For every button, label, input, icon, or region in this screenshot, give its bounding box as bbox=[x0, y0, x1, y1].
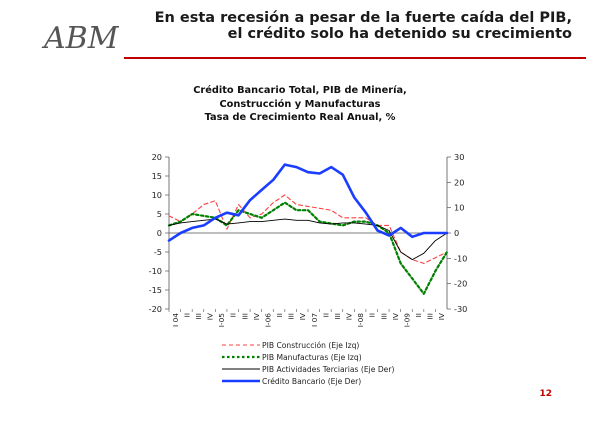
series-line-2 bbox=[168, 218, 448, 261]
legend-label: PIB Construcción (Eje Izq) bbox=[262, 341, 359, 350]
x-tick-label: III bbox=[240, 313, 249, 320]
slide-title-line-2: el crédito solo ha detenido su crecimien… bbox=[227, 26, 572, 42]
series-line-0 bbox=[168, 194, 448, 264]
y-left-tick-label: 0 bbox=[157, 228, 162, 238]
x-tick-label: III bbox=[194, 313, 203, 320]
legend-label: PIB Actividades Terciarias (Eje Der) bbox=[262, 365, 394, 374]
x-tick-label: I-05 bbox=[217, 313, 226, 328]
x-tick-label: I 04 bbox=[171, 313, 180, 327]
title-divider bbox=[124, 57, 586, 59]
series-line-3 bbox=[167, 163, 449, 242]
y-right-tick-label: -30 bbox=[454, 304, 467, 314]
x-tick-label: II bbox=[229, 313, 238, 317]
y-right-tick-label: 20 bbox=[454, 177, 464, 187]
chart-title: Crédito Bancario Total, PIB de Minería, … bbox=[0, 84, 600, 125]
y-left-tick-label: 5 bbox=[157, 209, 162, 219]
x-tick-label: I 07 bbox=[310, 313, 319, 327]
x-tick-label: III bbox=[287, 313, 296, 320]
y-left-tick-label: -15 bbox=[149, 285, 162, 295]
x-tick-label: I-09 bbox=[402, 313, 411, 328]
chart-title-line-3: Tasa de Crecimiento Real Anual, % bbox=[204, 112, 396, 123]
y-left-tick-label: 10 bbox=[152, 190, 162, 200]
x-tick-label: IV bbox=[298, 313, 307, 320]
x-tick-label: III bbox=[379, 313, 388, 320]
y-left-tick-label: 15 bbox=[152, 171, 162, 181]
x-tick-label: II bbox=[275, 313, 284, 317]
y-left-tick-label: -5 bbox=[154, 247, 162, 257]
y-left-tick-label: -20 bbox=[149, 304, 162, 314]
x-tick-label: III bbox=[333, 313, 342, 320]
y-right-tick-label: 0 bbox=[454, 228, 459, 238]
x-tick-label: IV bbox=[206, 313, 215, 320]
x-tick-label: IV bbox=[345, 313, 354, 320]
legend-label: Crédito Bancario (Eje Der) bbox=[262, 377, 361, 386]
x-tick-label: II bbox=[321, 313, 330, 317]
abm-logo: ABM bbox=[41, 21, 120, 56]
x-tick-label: II bbox=[414, 313, 423, 317]
chart-title-line-2: Construcción y Manufacturas bbox=[219, 98, 381, 110]
x-tick-label: IV bbox=[391, 313, 400, 320]
x-tick-label: II bbox=[182, 313, 191, 317]
y-right-tick-label: 30 bbox=[454, 152, 464, 162]
legend-label: PIB Manufacturas (Eje Izq) bbox=[262, 353, 362, 362]
chart-title-line-1: Crédito Bancario Total, PIB de Minería, bbox=[193, 85, 407, 96]
slide-title-line-1: En esta recesión a pesar de la fuerte ca… bbox=[154, 10, 572, 26]
y-right-tick-label: -10 bbox=[454, 253, 467, 263]
y-left-tick-label: -10 bbox=[149, 266, 162, 276]
x-tick-label: I-08 bbox=[356, 313, 365, 328]
x-tick-label: IV bbox=[252, 313, 261, 320]
y-left-tick-label: 20 bbox=[152, 152, 162, 162]
x-tick-label: I-06 bbox=[263, 313, 272, 328]
x-tick-label: II bbox=[368, 313, 377, 317]
x-tick-label: III bbox=[426, 313, 435, 320]
x-tick-label: IV bbox=[437, 313, 446, 320]
series-line-1 bbox=[167, 201, 449, 295]
slide-title: En esta recesión a pesar de la fuerte ca… bbox=[132, 10, 572, 42]
y-right-tick-label: -20 bbox=[454, 279, 467, 289]
abm-logo-text: ABM bbox=[41, 21, 120, 56]
page-number: 12 bbox=[539, 389, 552, 399]
y-right-tick-label: 10 bbox=[454, 203, 464, 213]
